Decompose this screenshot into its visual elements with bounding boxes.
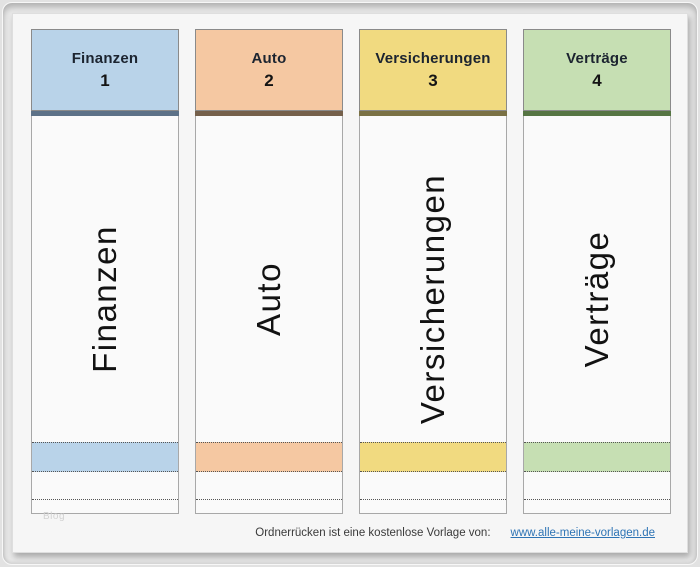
fold-dotted-line (360, 499, 506, 500)
label-body: Auto (195, 116, 343, 514)
bottom-color-stripe (196, 442, 342, 472)
footer-caption: Ordnerrücken ist eine kostenlose Vorlage… (255, 527, 491, 539)
label-name: Finanzen (71, 49, 139, 67)
label-name: Auto (251, 49, 287, 67)
label-body: Finanzen (31, 116, 179, 514)
bottom-color-stripe (360, 442, 506, 472)
fold-dotted-line (196, 499, 342, 500)
header-underline-stripe (195, 111, 343, 116)
bottom-color-stripe (32, 442, 178, 472)
label-header: Versicherungen 3 (359, 29, 507, 111)
template-page: Finanzen 1 Finanzen Auto 2 (12, 13, 688, 553)
folder-spine-label-finanzen: Finanzen 1 Finanzen (31, 29, 179, 514)
folder-spine-label-auto: Auto 2 Auto (195, 29, 343, 514)
label-name: Verträge (566, 49, 628, 67)
label-name: Versicherungen (375, 49, 491, 67)
label-bottom-zone (32, 442, 178, 513)
label-bottom-zone (524, 442, 670, 513)
blog-watermark: Blog (43, 511, 66, 522)
label-bottom-zone (360, 442, 506, 513)
vorlagen-website-link[interactable]: www.alle-meine-vorlagen.de (510, 527, 655, 539)
label-header: Verträge 4 (523, 29, 671, 111)
label-number: 3 (428, 70, 438, 90)
label-header: Auto 2 (195, 29, 343, 111)
label-body: Versicherungen (359, 116, 507, 514)
folder-spine-label-versicherungen: Versicherungen 3 Versicherungen (359, 29, 507, 514)
header-underline-stripe (359, 111, 507, 116)
fold-dotted-line (524, 499, 670, 500)
spine-vertical-text: Verträge (578, 230, 615, 367)
label-number: 1 (100, 70, 110, 90)
label-bottom-zone (196, 442, 342, 513)
spine-vertical-text: Auto (250, 261, 287, 336)
label-body: Verträge (523, 116, 671, 514)
bottom-color-stripe (524, 442, 670, 472)
label-header: Finanzen 1 (31, 29, 179, 111)
spine-vertical-text: Versicherungen (414, 173, 451, 424)
label-number: 2 (264, 70, 274, 90)
folder-spine-label-vertraege: Verträge 4 Verträge (523, 29, 671, 514)
label-number: 4 (592, 70, 602, 90)
spine-vertical-text: Finanzen (86, 224, 123, 373)
header-underline-stripe (31, 111, 179, 116)
folder-spine-labels-row: Finanzen 1 Finanzen Auto 2 (31, 29, 671, 514)
footer: Ordnerrücken ist eine kostenlose Vorlage… (255, 527, 655, 539)
fold-dotted-line (32, 499, 178, 500)
header-underline-stripe (523, 111, 671, 116)
